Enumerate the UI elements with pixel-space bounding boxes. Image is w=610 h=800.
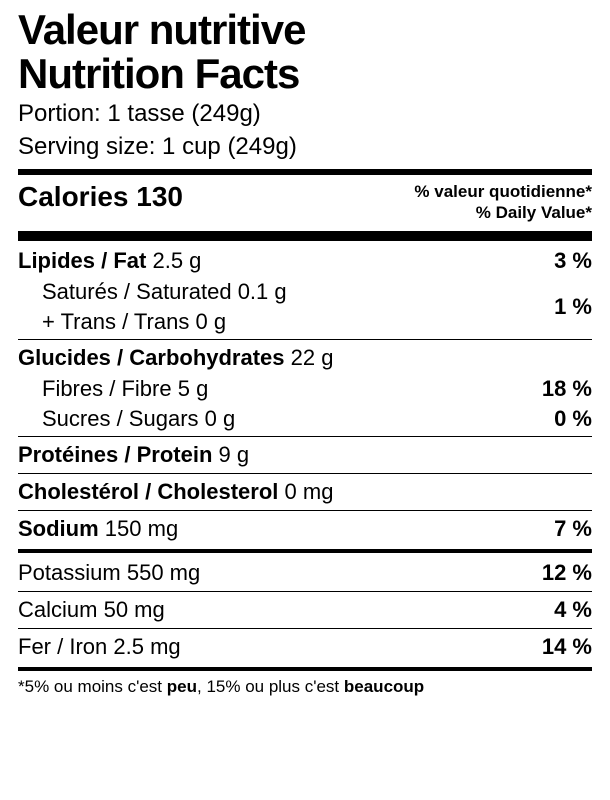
dv-header-en: % Daily Value*	[414, 202, 592, 223]
protein-amount: 9 g	[219, 442, 250, 467]
chol-amount: 0 mg	[285, 479, 334, 504]
fibre-amount: 5 g	[178, 376, 209, 401]
sugars-label: Sucres / Sugars	[42, 406, 199, 431]
calcium-amount: 50 mg	[104, 597, 165, 622]
iron-label: Fer / Iron	[18, 634, 107, 659]
sat-amount: 0.1 g	[238, 279, 287, 304]
divider	[18, 667, 592, 671]
fat-label: Lipides / Fat	[18, 248, 146, 273]
fibre-label: Fibres / Fibre	[42, 376, 172, 401]
divider	[18, 510, 592, 511]
carb-label: Glucides / Carbohydrates	[18, 345, 285, 370]
title-en: Nutrition Facts	[18, 52, 592, 96]
fat-amount: 2.5 g	[152, 248, 201, 273]
divider	[18, 628, 592, 629]
sodium-amount: 150 mg	[105, 516, 178, 541]
fat-pct: 3 %	[554, 248, 592, 274]
sugars-row: Sucres / Sugars 0 g 0 %	[18, 404, 592, 434]
sat-trans-pct: 1 %	[554, 294, 592, 320]
note-c: , 15% ou plus c'est	[197, 677, 344, 696]
chol-row: Cholestérol / Cholesterol 0 mg	[18, 476, 592, 508]
fat-row: Lipides / Fat 2.5 g 3 %	[18, 245, 592, 277]
divider	[18, 473, 592, 474]
dv-header: % valeur quotidienne* % Daily Value*	[414, 181, 592, 224]
sugars-pct: 0 %	[554, 406, 592, 432]
carb-row: Glucides / Carbohydrates 22 g	[18, 342, 592, 374]
protein-label: Protéines / Protein	[18, 442, 212, 467]
fibre-pct: 18 %	[542, 376, 592, 402]
iron-amount: 2.5 mg	[113, 634, 180, 659]
iron-pct: 14 %	[542, 634, 592, 660]
chol-label: Cholestérol / Cholesterol	[18, 479, 278, 504]
potassium-row: Potassium 550 mg 12 %	[18, 557, 592, 589]
iron-row: Fer / Iron 2.5 mg 14 %	[18, 631, 592, 663]
protein-row: Protéines / Protein 9 g	[18, 439, 592, 471]
sodium-row: Sodium 150 mg 7 %	[18, 513, 592, 545]
divider	[18, 591, 592, 592]
divider	[18, 169, 592, 175]
sodium-label: Sodium	[18, 516, 99, 541]
sugars-amount: 0 g	[205, 406, 236, 431]
fibre-row: Fibres / Fibre 5 g 18 %	[18, 374, 592, 404]
calcium-label: Calcium	[18, 597, 97, 622]
trans-label: + Trans / Trans	[42, 309, 189, 334]
note-b: peu	[167, 677, 197, 696]
sodium-pct: 7 %	[554, 516, 592, 542]
calories: Calories 130	[18, 181, 183, 213]
carb-amount: 22 g	[291, 345, 334, 370]
serving-en: Serving size: 1 cup (249g)	[18, 131, 592, 162]
potassium-label: Potassium	[18, 560, 121, 585]
divider	[18, 436, 592, 437]
calcium-pct: 4 %	[554, 597, 592, 623]
serving-fr: Portion: 1 tasse (249g)	[18, 98, 592, 129]
dv-header-fr: % valeur quotidienne*	[414, 181, 592, 202]
divider	[18, 339, 592, 340]
calcium-row: Calcium 50 mg 4 %	[18, 594, 592, 626]
title-fr: Valeur nutritive	[18, 8, 592, 52]
trans-amount: 0 g	[195, 309, 226, 334]
potassium-amount: 550 mg	[127, 560, 200, 585]
potassium-pct: 12 %	[542, 560, 592, 586]
divider	[18, 549, 592, 553]
note-a: *5% ou moins c'est	[18, 677, 167, 696]
divider	[18, 231, 592, 241]
note-d: beaucoup	[344, 677, 424, 696]
sat-trans-block: Saturés / Saturated 0.1 g + Trans / Tran…	[18, 277, 592, 337]
footnote: *5% ou moins c'est peu, 15% ou plus c'es…	[18, 677, 592, 697]
sat-label: Saturés / Saturated	[42, 279, 232, 304]
